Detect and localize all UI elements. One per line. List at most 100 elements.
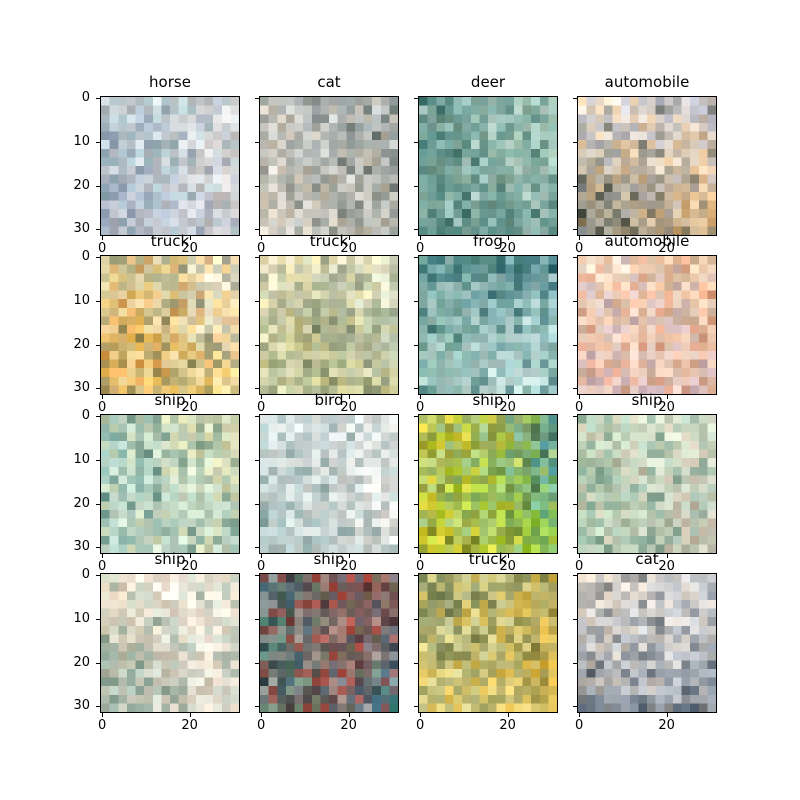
x-tick-label: 20 [658,559,675,574]
x-tick-label: 0 [257,241,266,256]
panel-title: bird [314,391,344,409]
x-tick-label: 0 [257,718,266,733]
y-tick-mark [255,388,259,390]
y-tick-mark [255,706,259,708]
x-tick-mark [579,713,581,717]
y-tick-mark [96,662,100,664]
pixel-image [418,255,558,395]
x-tick-label: 20 [499,718,516,733]
y-tick-mark [255,257,259,259]
x-tick-label: 0 [416,241,425,256]
y-tick-label: 10 [73,133,90,149]
y-tick-mark [573,229,577,231]
y-tick-mark [573,459,577,461]
y-tick-mark [96,300,100,302]
pixel-mosaic [101,97,239,235]
y-tick-label: 0 [81,408,90,424]
panel-title: automobile [604,73,690,91]
pixel-mosaic [419,574,557,712]
x-tick-mark [261,236,263,240]
panel-9: ship 0 10 20 30 0 20 [73,391,240,574]
panel-title: ship [631,391,663,409]
pixel-image [100,573,240,713]
y-tick-mark [573,416,577,418]
x-tick-mark [102,554,104,558]
y-tick-mark [414,185,418,187]
y-tick-label: 20 [73,654,90,670]
x-tick-label: 20 [658,241,675,256]
y-tick-mark [96,98,100,100]
x-tick-mark [348,395,350,399]
x-tick-label: 0 [416,718,425,733]
x-tick-label: 20 [499,559,516,574]
x-tick-mark [261,713,263,717]
y-tick-mark [414,257,418,259]
x-tick-mark [189,554,191,558]
pixel-image [100,96,240,236]
y-tick-label: 0 [81,567,90,583]
panel-10: bird 0 20 [255,391,399,574]
y-tick-mark [414,98,418,100]
y-tick-mark [414,503,418,505]
panel-1: horse 0 10 20 30 0 20 [73,73,240,256]
y-tick-mark [255,344,259,346]
y-tick-mark [414,618,418,620]
y-tick-mark [414,706,418,708]
x-tick-label: 20 [658,718,675,733]
x-tick-label: 0 [257,400,266,415]
y-tick-mark [96,503,100,505]
panel-title: ship [154,391,186,409]
y-tick-label: 30 [73,221,90,237]
y-tick-mark [96,575,100,577]
x-tick-mark [261,395,263,399]
y-tick-label: 10 [73,610,90,626]
x-tick-label: 0 [98,241,107,256]
y-tick-label: 30 [73,539,90,555]
x-tick-mark [507,236,509,240]
x-tick-label: 20 [499,400,516,415]
pixel-mosaic [578,415,716,553]
panel-14: ship 0 20 [255,550,399,733]
pixel-mosaic [578,97,716,235]
panel-title: horse [149,73,191,91]
y-tick-mark [255,503,259,505]
y-tick-mark [414,229,418,231]
pixel-mosaic [419,415,557,553]
x-tick-mark [102,395,104,399]
panel-12: ship 0 20 [573,391,717,574]
panel-title: frog [473,232,503,250]
y-tick-mark [573,662,577,664]
y-tick-label: 10 [73,451,90,467]
panel-7: frog 0 20 [414,232,558,415]
x-tick-mark [348,713,350,717]
x-tick-label: 20 [181,559,198,574]
x-tick-mark [666,236,668,240]
y-tick-mark [573,388,577,390]
x-tick-label: 0 [575,400,584,415]
y-tick-mark [96,344,100,346]
x-tick-mark [666,554,668,558]
y-tick-mark [96,416,100,418]
pixel-image [577,255,717,395]
y-tick-mark [255,547,259,549]
x-tick-mark [102,236,104,240]
y-tick-label: 10 [73,292,90,308]
panel-15: truck 0 20 [414,550,558,733]
y-tick-mark [96,141,100,143]
pixel-image [418,414,558,554]
x-tick-label: 0 [575,718,584,733]
pixel-mosaic [578,256,716,394]
x-tick-mark [261,554,263,558]
pixel-mosaic [260,97,398,235]
x-tick-label: 20 [340,241,357,256]
x-tick-mark [666,395,668,399]
y-tick-mark [573,300,577,302]
x-tick-label: 20 [181,718,198,733]
y-tick-label: 20 [73,177,90,193]
panel-title: truck [468,550,508,568]
pixel-image [577,414,717,554]
x-tick-mark [348,236,350,240]
pixel-mosaic [101,415,239,553]
x-tick-label: 20 [658,400,675,415]
